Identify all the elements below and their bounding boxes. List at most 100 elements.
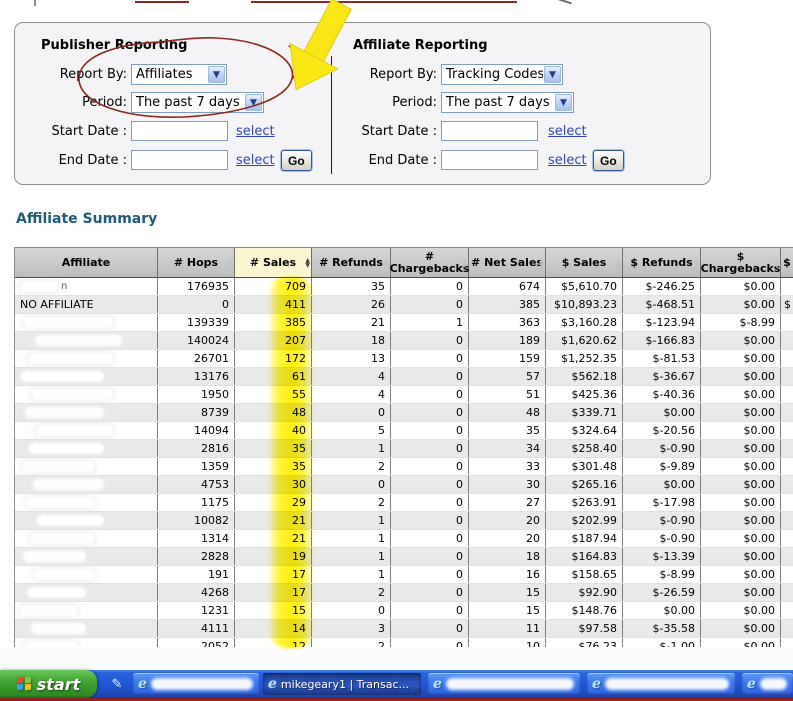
sort-icon[interactable]: ▲ ▼ [305, 256, 310, 269]
table-cell: $97.58 [546, 620, 623, 637]
sort-icon[interactable]: ▲ ▼ [228, 256, 233, 269]
table-cell: 26701 [158, 350, 235, 367]
column-header-label: # Chargebacks [389, 249, 470, 275]
table-row: 191 17 1 0 16 $158.65 $-8.99 $0.00 [15, 566, 793, 584]
affiliate-name-cell [15, 602, 158, 619]
sort-icon[interactable]: ▲ ▼ [694, 256, 699, 269]
publisher-start-date-input[interactable] [131, 121, 228, 141]
cropped-red-annotation-line-bottom [0, 698, 793, 701]
table-cell: $0.00 [623, 476, 701, 493]
table-cell: $0.00 [623, 602, 701, 619]
table-cell: 3 [312, 620, 391, 637]
column-header--hops[interactable]: # Hops ▲ ▼ [158, 248, 235, 277]
chevron-down-icon[interactable]: ▼ [555, 94, 572, 111]
column-header--[interactable]: $ [781, 248, 793, 277]
table-cell: $0.00 [701, 278, 781, 295]
taskbar-button[interactable]: e [742, 673, 793, 695]
censored-affiliate-name [20, 605, 77, 616]
table-cell: 2816 [158, 440, 235, 457]
table-cell: 0 [391, 602, 469, 619]
table-cell: $0.00 [701, 368, 781, 385]
table-cell: $0.00 [701, 458, 781, 475]
column-header-label: # Hops [173, 255, 219, 269]
table-cell: 51 [469, 386, 546, 403]
table-row: 1950 55 4 0 51 $425.36 $-40.36 $0.00 [15, 386, 793, 404]
table-row: 2052 12 2 0 10 $76.23 $-1.00 $0.00 [15, 638, 793, 647]
column-header--refunds[interactable]: $ Refunds ▲ ▼ [623, 248, 701, 277]
table-cell: 27 [469, 494, 546, 511]
publisher-start-date-select-link[interactable]: select [236, 124, 275, 139]
table-cell: 35 [235, 458, 312, 475]
table-cell: 33 [469, 458, 546, 475]
table-cell: 10 [469, 638, 546, 647]
windows-logo-icon [16, 676, 32, 691]
sort-icon[interactable]: ▲ ▼ [774, 256, 779, 269]
table-cell: 17 [235, 566, 312, 583]
chevron-down-icon[interactable]: ▼ [544, 66, 561, 83]
table-cell: $0.00 [701, 584, 781, 601]
affiliate-name-fragment: n [61, 281, 68, 292]
column-header--sales[interactable]: $ Sales ▲ ▼ [546, 248, 623, 277]
publisher-go-button[interactable]: Go [281, 150, 312, 171]
table-cell: 1 [312, 440, 391, 457]
table-cell: $0.00 [701, 440, 781, 457]
table-cell: $187.94 [546, 530, 623, 547]
affiliate-start-date-select-link[interactable]: select [548, 124, 587, 139]
sort-icon[interactable]: ▲ ▼ [462, 256, 467, 269]
table-row: 139339 385 21 1 363 $3,160.28 $-123.94 $-8.99 [15, 314, 793, 332]
censored-affiliate-name [24, 317, 113, 328]
sort-icon[interactable]: ▲ ▼ [616, 256, 621, 269]
column-header--chargebacks[interactable]: # Chargebacks ▲ ▼ [389, 248, 470, 277]
column-header--net-sales[interactable]: # Net Sales ▲ ▼ [469, 248, 546, 277]
start-button[interactable]: start [0, 670, 97, 698]
censored-affiliate-name [29, 443, 104, 454]
publisher-end-date-label: End Date : [58, 153, 127, 168]
affiliate-end-date-select-link[interactable]: select [548, 153, 587, 168]
sort-icon[interactable]: ▲ ▼ [384, 256, 389, 269]
table-cell: $1,620.62 [546, 332, 623, 349]
table-cell: 2 [312, 584, 391, 601]
column-header--refunds[interactable]: # Refunds ▲ ▼ [312, 248, 391, 277]
table-cell: 0 [391, 296, 469, 313]
taskbar-button[interactable]: e [428, 673, 580, 695]
taskbar-button-active[interactable]: e mikegeary1 | Transac... [263, 673, 421, 695]
quick-launch-pen-icon[interactable]: ✎ [111, 676, 123, 692]
table-cell: 176935 [158, 278, 235, 295]
affiliate-report-by-select[interactable]: Tracking Codes ▼ [441, 64, 563, 85]
sort-icon[interactable]: ▲ ▼ [539, 256, 544, 269]
affiliate-period-select[interactable]: The past 7 days ▼ [441, 92, 574, 113]
table-cell: 2828 [158, 548, 235, 565]
affiliate-start-date-input[interactable] [441, 121, 538, 141]
column-header--chargebacks[interactable]: $ Chargebacks ▲ ▼ [701, 248, 781, 277]
table-cell: 26 [312, 296, 391, 313]
column-header-label: $ Chargebacks [700, 249, 781, 275]
table-cell-cut-off [781, 476, 793, 493]
cropped-red-annotation-line [135, 1, 189, 3]
publisher-end-date-input[interactable] [131, 150, 228, 170]
table-cell: $258.40 [546, 440, 623, 457]
affiliate-period-value: The past 7 days [446, 95, 550, 110]
table-cell: 0 [312, 476, 391, 493]
taskbar-button[interactable]: e [133, 673, 259, 695]
table-cell-cut-off [781, 494, 793, 511]
censored-affiliate-name [23, 551, 86, 562]
column-header-affiliate[interactable]: Affiliate [15, 248, 158, 277]
taskbar-button[interactable]: e [587, 673, 735, 695]
table-cell-cut-off [781, 548, 793, 565]
affiliate-go-button[interactable]: Go [593, 150, 624, 171]
internet-explorer-icon: e [433, 676, 442, 692]
table-cell: 0 [391, 458, 469, 475]
censored-affiliate-name [21, 371, 104, 382]
affiliate-report-by-label: Report By: [369, 67, 437, 82]
table-cell: 15 [469, 584, 546, 601]
table-cell: 10082 [158, 512, 235, 529]
publisher-end-date-select-link[interactable]: select [236, 153, 275, 168]
table-cell: 139339 [158, 314, 235, 331]
column-header-label: Affiliate [61, 255, 111, 269]
table-cell: $-81.53 [623, 350, 701, 367]
column-header--sales[interactable]: # Sales ▲ ▼ [235, 248, 312, 277]
table-cell: $562.18 [546, 368, 623, 385]
table-cell: 15 [235, 602, 312, 619]
affiliate-end-date-input[interactable] [441, 150, 538, 170]
table-cell: $-123.94 [623, 314, 701, 331]
